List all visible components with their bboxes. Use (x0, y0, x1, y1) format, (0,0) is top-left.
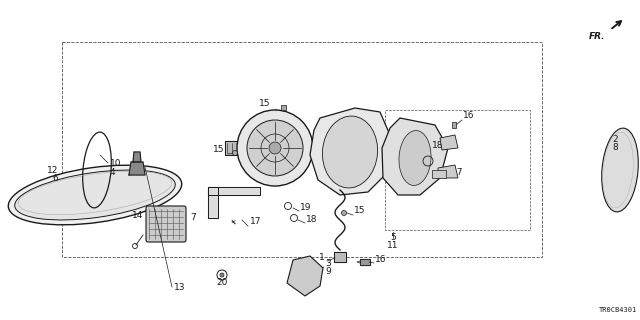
Bar (281, 105, 286, 110)
Circle shape (220, 273, 224, 277)
Text: 20: 20 (216, 278, 228, 287)
Ellipse shape (323, 116, 378, 188)
Polygon shape (133, 152, 141, 162)
Text: 16: 16 (463, 111, 474, 120)
Ellipse shape (602, 128, 638, 212)
Text: 6: 6 (52, 173, 58, 182)
Circle shape (237, 110, 313, 186)
Text: 17: 17 (452, 168, 463, 177)
Text: 15: 15 (259, 99, 270, 108)
Circle shape (232, 150, 237, 156)
Text: 11: 11 (387, 241, 399, 250)
Text: 5: 5 (390, 233, 396, 242)
Text: 18: 18 (432, 141, 444, 150)
Text: 10: 10 (110, 158, 122, 167)
Polygon shape (310, 108, 390, 195)
Text: 8: 8 (612, 143, 618, 152)
Text: 9: 9 (325, 267, 331, 276)
Text: 14: 14 (132, 211, 143, 220)
Polygon shape (360, 259, 370, 265)
Polygon shape (208, 187, 260, 195)
Text: 7: 7 (190, 213, 196, 222)
Polygon shape (334, 252, 346, 262)
Text: 16: 16 (375, 255, 387, 264)
Text: 4: 4 (110, 167, 116, 177)
Text: 15: 15 (354, 206, 365, 215)
Text: 18: 18 (306, 215, 317, 224)
Circle shape (342, 211, 346, 215)
Circle shape (269, 142, 281, 154)
Text: FR.: FR. (589, 32, 605, 41)
Text: 19: 19 (300, 203, 312, 212)
Bar (62, 42, 542, 257)
Ellipse shape (8, 165, 182, 225)
Polygon shape (382, 118, 448, 195)
FancyArrowPatch shape (232, 220, 236, 223)
Bar (432, 170, 446, 178)
Ellipse shape (399, 131, 431, 186)
Text: 3: 3 (325, 259, 331, 268)
Text: 13: 13 (174, 284, 186, 292)
Text: 2: 2 (612, 135, 618, 144)
Polygon shape (287, 256, 323, 296)
Bar (452, 122, 456, 128)
Polygon shape (225, 141, 237, 155)
Polygon shape (129, 162, 145, 175)
Text: 17: 17 (250, 217, 262, 226)
FancyBboxPatch shape (146, 206, 186, 242)
Polygon shape (208, 187, 218, 218)
Ellipse shape (15, 170, 175, 220)
Text: TR0CB4301: TR0CB4301 (599, 307, 637, 313)
Circle shape (247, 120, 303, 176)
Polygon shape (438, 165, 458, 178)
Polygon shape (440, 135, 458, 150)
Text: 15: 15 (212, 145, 224, 154)
Bar (385, 110, 530, 230)
Text: 1: 1 (319, 253, 325, 262)
Text: 12: 12 (47, 165, 58, 174)
